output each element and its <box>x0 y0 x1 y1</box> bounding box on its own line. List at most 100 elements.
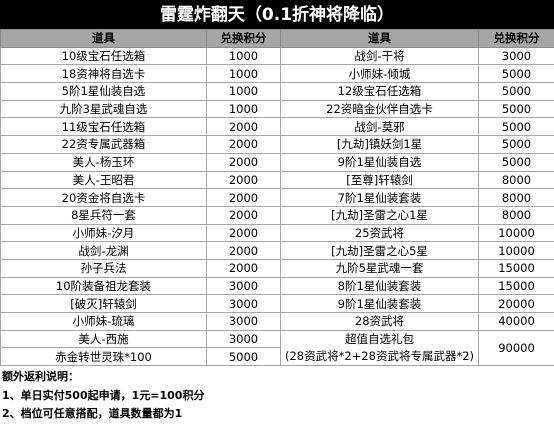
points-right: 5000 <box>478 82 554 101</box>
item-left: 8星兵符一套 <box>0 205 207 225</box>
item-right: 9阶1星仙装自选 <box>280 152 479 172</box>
table-row: 5阶1星仙装自选 1000 12级宝石任选箱 5000 <box>0 82 554 101</box>
points-left: 1000 <box>206 99 281 119</box>
table-row: 孙子兵法 2000 九阶5星武魂一套 15000 <box>0 258 554 278</box>
header-points-right: 兑换积分 <box>478 29 554 48</box>
points-right: 8000 <box>478 188 554 207</box>
header-points-left: 兑换积分 <box>206 29 281 48</box>
item-right: [九劫]镇妖剑1星 <box>280 135 479 154</box>
points-right: 5000 <box>478 64 554 84</box>
table-row: 战剑-龙渊 2000 [九劫]圣雷之心5星 10000 <box>0 241 554 260</box>
gift-pack-points: 90000 <box>478 329 554 367</box>
item-left: 5阶1星仙装自选 <box>0 82 207 101</box>
points-right: 10000 <box>478 241 554 260</box>
table-row: 20资金将自选卡 2000 7阶1星仙装套装 8000 <box>0 188 554 207</box>
points-left: 2000 <box>206 117 281 137</box>
item-right: 九阶5星武魂一套 <box>280 258 479 278</box>
item-left: 22资专属武器箱 <box>0 135 207 154</box>
points-right: 15000 <box>478 276 554 296</box>
table-row: 8星兵符一套 2000 [九劫]圣雷之心1星 8000 <box>0 205 554 225</box>
gift-pack-cell: 超值自选礼包 (28资武将*2+28资武将专属武器*2) <box>280 329 479 367</box>
points-left: 2000 <box>206 258 281 278</box>
item-left: 10阶装备祖龙套装 <box>0 276 207 296</box>
table-row: 小师妹-琉璃 3000 28资武将 40000 <box>0 312 554 331</box>
table-row: 九阶3星武魂自选 1000 22资暗金伙伴自选卡 5000 <box>0 99 554 119</box>
points-right: 3000 <box>478 46 554 66</box>
item-left: 美人-王昭君 <box>0 170 207 190</box>
item-left: 18资神将自选卡 <box>0 64 207 84</box>
item-left: 孙子兵法 <box>0 258 207 278</box>
table-header-row: 道具 兑换积分 道具 兑换积分 <box>0 29 554 48</box>
item-left: 10级宝石任选箱 <box>0 46 207 66</box>
item-right: 7阶1星仙装套装 <box>280 188 479 207</box>
points-right: 8000 <box>478 170 554 190</box>
points-right: 20000 <box>478 294 554 313</box>
points-left: 3000 <box>206 312 281 331</box>
table-row: 10阶装备祖龙套装 3000 8阶1星仙装套装 15000 <box>0 276 554 296</box>
points-left: 3000 <box>206 294 281 313</box>
item-left: 赤金转世灵珠*100 <box>0 347 207 367</box>
points-left: 2000 <box>206 170 281 190</box>
notes-section: 额外返利说明： 1、单日实付500起申请，1元=100积分 2、档位可任意搭配，… <box>0 366 554 424</box>
item-right: 战剑-莫邪 <box>280 117 479 137</box>
notes-heading: 额外返利说明： <box>2 370 79 384</box>
points-right: 15000 <box>478 258 554 278</box>
item-right: [九劫]圣雷之心1星 <box>280 205 479 225</box>
item-right: [九劫]圣雷之心5星 <box>280 241 479 260</box>
redemption-sheet: 雷霆炸翻天（0.1折神将降临） 道具 兑换积分 道具 兑换积分 10级宝石任选箱… <box>0 0 554 424</box>
gift-pack-detail: (28资武将*2+28资武将专属武器*2) <box>284 348 474 363</box>
table-row: 小师妹-汐月 2000 25资武将 10000 <box>0 223 554 243</box>
points-right: 5000 <box>478 152 554 172</box>
points-right: 40000 <box>478 312 554 331</box>
points-left: 3000 <box>206 276 281 296</box>
table-row: [破灭]轩辕剑 3000 9阶1星仙装套装 20000 <box>0 294 554 313</box>
table-body: 10级宝石任选箱 1000 战剑-干将 3000 18资神将自选卡 1000 小师妹-倾城 5… <box>0 46 554 331</box>
notes-line-2: 2、档位可任意搭配，道具数量都为1 <box>2 407 183 421</box>
table-row: 美人-西施 3000 超值自选礼包 (28资武将*2+28资武将专属武器*2) … <box>0 329 554 367</box>
item-right: 小师妹-倾城 <box>280 64 479 84</box>
points-left: 2000 <box>206 135 281 154</box>
item-right: [至尊]轩辕剑 <box>280 170 479 190</box>
item-left: [破灭]轩辕剑 <box>0 294 207 313</box>
item-left: 20资金将自选卡 <box>0 188 207 207</box>
item-right: 25资武将 <box>280 223 479 243</box>
table-body-final: 美人-西施 3000 超值自选礼包 (28资武将*2+28资武将专属武器*2) … <box>0 329 554 367</box>
item-right: 28资武将 <box>280 312 479 331</box>
points-left: 1000 <box>206 64 281 84</box>
item-left: 小师妹-汐月 <box>0 223 207 243</box>
item-left: 美人-杨玉环 <box>0 152 207 172</box>
points-left: 3000 <box>206 329 281 349</box>
notes-line-1: 1、单日实付500起申请，1元=100积分 <box>2 388 205 402</box>
points-left: 5000 <box>206 347 281 367</box>
points-left: 2000 <box>206 205 281 225</box>
points-right: 5000 <box>478 135 554 154</box>
table-row: 美人-杨玉环 2000 9阶1星仙装自选 5000 <box>0 152 554 172</box>
table-row: 22资专属武器箱 2000 [九劫]镇妖剑1星 5000 <box>0 135 554 154</box>
points-right: 5000 <box>478 99 554 119</box>
table-row: 美人-王昭君 2000 [至尊]轩辕剑 8000 <box>0 170 554 190</box>
item-left: 美人-西施 <box>0 329 207 349</box>
points-left: 1000 <box>206 46 281 66</box>
points-left: 2000 <box>206 223 281 243</box>
item-left: 战剑-龙渊 <box>0 241 207 260</box>
points-left: 2000 <box>206 152 281 172</box>
points-left: 2000 <box>206 188 281 207</box>
item-right: 22资暗金伙伴自选卡 <box>280 99 479 119</box>
header-item-right: 道具 <box>280 29 479 48</box>
table-row: 11级宝石任选箱 2000 战剑-莫邪 5000 <box>0 117 554 137</box>
table-row: 10级宝石任选箱 1000 战剑-干将 3000 <box>0 46 554 66</box>
redemption-table: 道具 兑换积分 道具 兑换积分 10级宝石任选箱 1000 战剑-干将 3000 18资… <box>0 29 554 367</box>
header-item-left: 道具 <box>0 29 207 48</box>
sheet-title: 雷霆炸翻天（0.1折神将降临） <box>0 0 554 29</box>
points-left: 2000 <box>206 241 281 260</box>
item-right: 9阶1星仙装套装 <box>280 294 479 313</box>
gift-pack-title: 超值自选礼包 <box>345 331 414 346</box>
points-right: 8000 <box>478 205 554 225</box>
item-left: 小师妹-琉璃 <box>0 312 207 331</box>
points-left: 1000 <box>206 82 281 101</box>
table-row: 赤金转世灵珠*100 5000 <box>0 347 554 367</box>
item-right: 战剑-干将 <box>280 46 479 66</box>
item-right: 12级宝石任选箱 <box>280 82 479 101</box>
item-left: 九阶3星武魂自选 <box>0 99 207 119</box>
points-right: 5000 <box>478 117 554 137</box>
